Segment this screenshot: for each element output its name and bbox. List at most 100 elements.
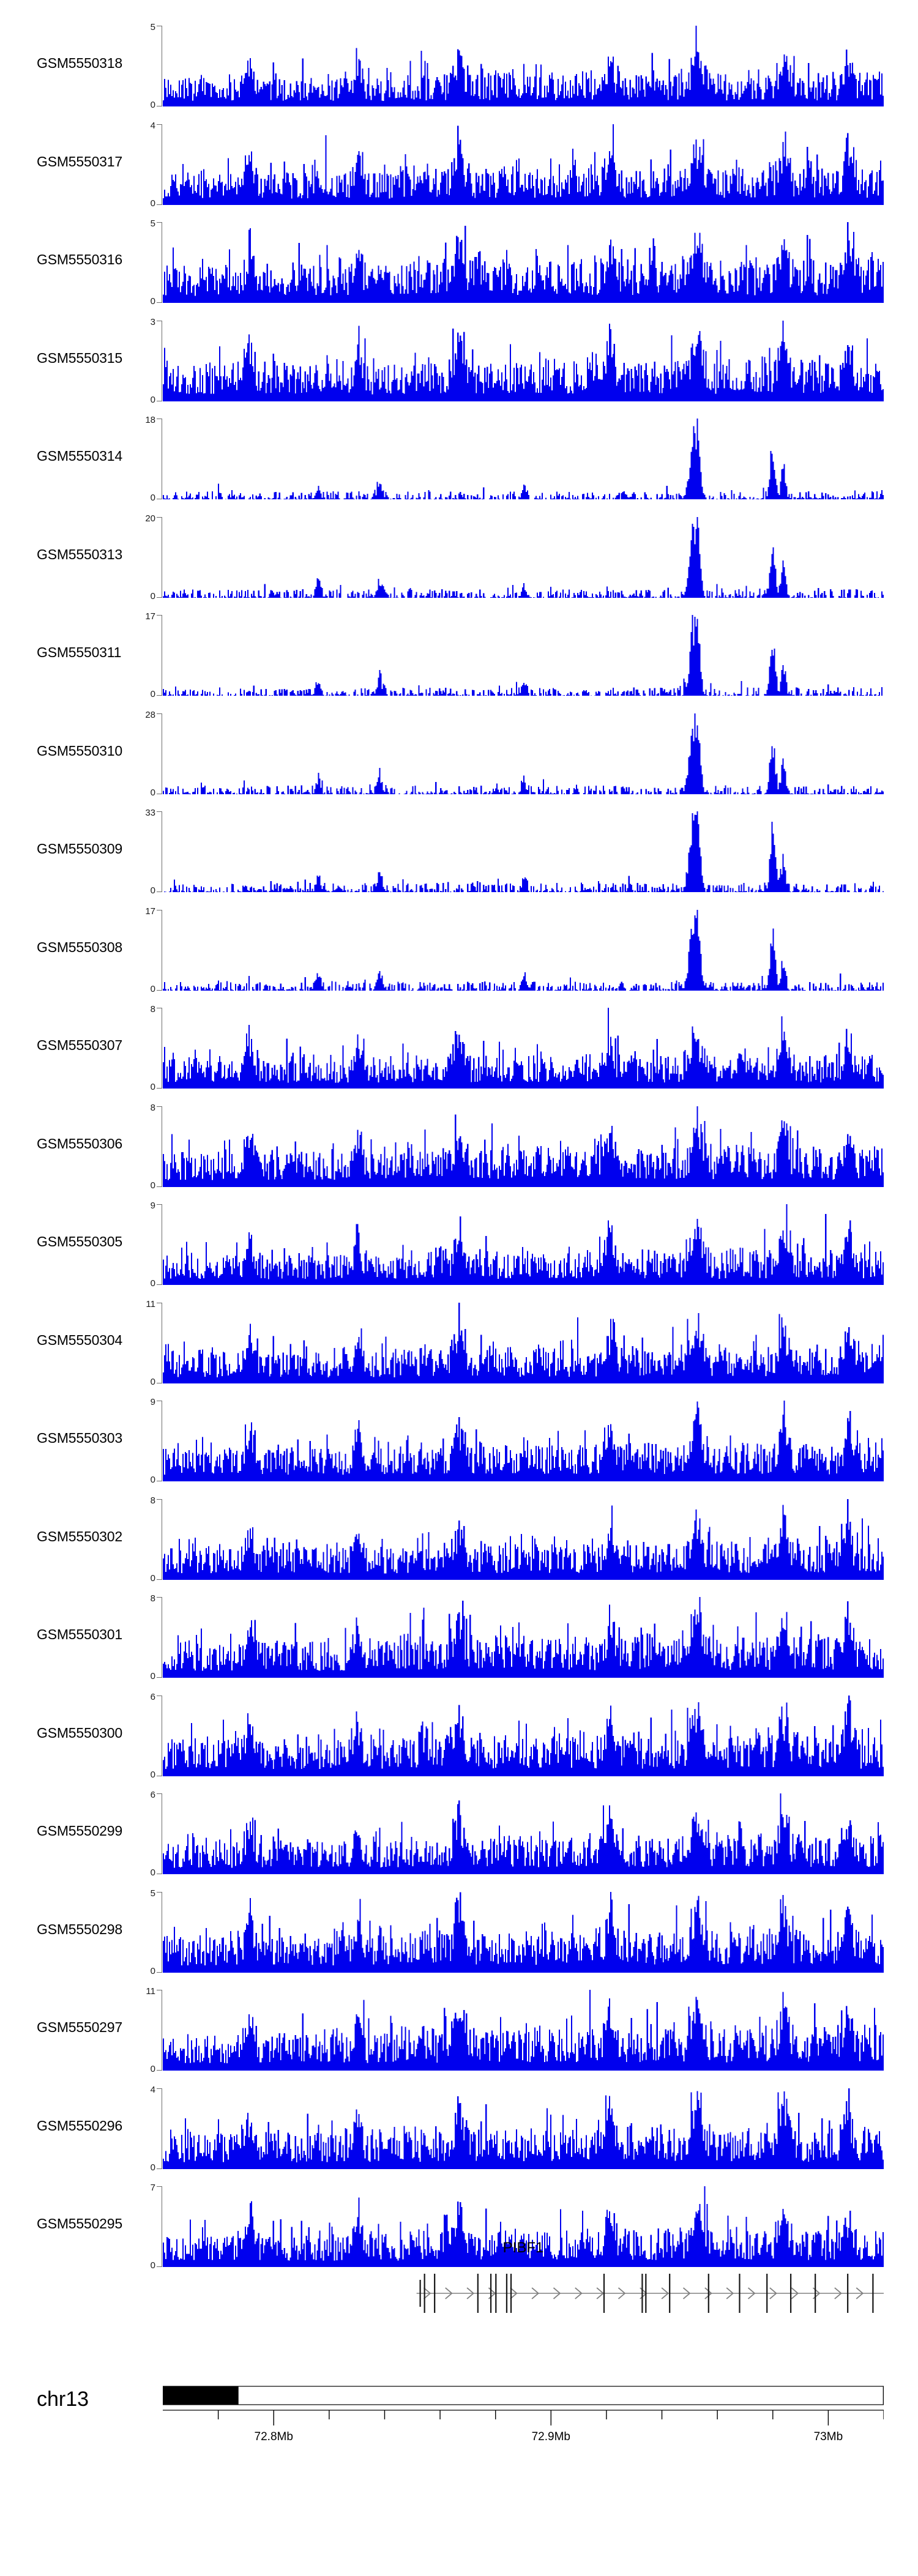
coverage-track-gsm5550317: GSM5550317 4 0 [0, 116, 918, 214]
coverage-plot-area [163, 1990, 884, 2071]
coverage-track-gsm5550315: GSM5550315 3 0 [0, 312, 918, 411]
y-axis-max-label: 11 [146, 1986, 155, 1997]
track-sample-label: GSM5550317 [37, 153, 122, 169]
track-sample-label: GSM5550299 [37, 1823, 122, 1839]
y-axis-min-label: 0 [150, 198, 155, 209]
y-axis-max-label: 5 [150, 218, 155, 229]
coverage-plot-area [163, 320, 884, 401]
coverage-track-gsm5550309: GSM5550309 33 0 [0, 803, 918, 901]
track-sample-label: GSM5550307 [37, 1037, 122, 1053]
y-axis-min-label: 0 [150, 1082, 155, 1092]
y-axis-min-label: 0 [150, 1180, 155, 1191]
gene-model-diagram [163, 2269, 884, 2318]
y-axis-min-label: 0 [150, 2260, 155, 2271]
y-axis-max-label: 8 [150, 1004, 155, 1014]
coverage-track-gsm5550310: GSM5550310 28 0 [0, 705, 918, 803]
track-sample-label: GSM5550301 [37, 1626, 122, 1642]
coverage-track-gsm5550303: GSM5550303 9 0 [0, 1392, 918, 1491]
y-axis-min-label: 0 [150, 296, 155, 307]
coverage-track-gsm5550307: GSM5550307 8 0 [0, 999, 918, 1098]
track-y-axis: 28 0 [145, 710, 162, 798]
track-y-axis: 18 0 [145, 415, 162, 503]
track-y-axis: 20 0 [145, 513, 162, 601]
coverage-track-gsm5550305: GSM5550305 9 0 [0, 1196, 918, 1294]
y-axis-min-label: 0 [150, 983, 155, 994]
track-sample-label: GSM5550298 [37, 1921, 122, 1937]
track-sample-label: GSM5550304 [37, 1331, 122, 1348]
coverage-plot-area [163, 1302, 884, 1383]
y-axis-max-label: 17 [145, 611, 155, 622]
track-sample-label: GSM5550305 [37, 1234, 122, 1249]
y-axis-min-label: 0 [150, 1376, 155, 1387]
y-axis-min-label: 0 [150, 590, 155, 601]
axis-tick-label: 73Mb [813, 2430, 843, 2443]
y-axis-max-label: 9 [150, 1201, 155, 1211]
y-axis-min-label: 0 [150, 787, 155, 798]
y-axis-min-label: 0 [150, 493, 155, 503]
y-axis-max-label: 33 [145, 808, 155, 818]
coverage-plot-area [163, 1597, 884, 1678]
coverage-track-gsm5550295: GSM5550295 7 0 [0, 2178, 918, 2276]
track-y-axis: 17 0 [145, 611, 162, 699]
axis-tick-label: 72.8Mb [254, 2430, 293, 2443]
y-axis-min-label: 0 [150, 1278, 155, 1289]
y-axis-min-label: 0 [150, 1769, 155, 1780]
track-y-axis: 11 0 [145, 1986, 162, 2074]
coverage-track-gsm5550318: GSM5550318 5 0 [0, 17, 918, 116]
y-axis-max-label: 4 [150, 120, 155, 131]
track-sample-label: GSM5550309 [37, 841, 122, 857]
y-axis-max-label: 18 [145, 415, 155, 425]
coverage-track-gsm5550313: GSM5550313 20 0 [0, 508, 918, 607]
track-sample-label: GSM5550310 [37, 742, 122, 759]
coverage-plot-area [163, 1695, 884, 1776]
coverage-track-gsm5550316: GSM5550316 5 0 [0, 214, 918, 312]
coverage-track-gsm5550308: GSM5550308 17 0 [0, 901, 918, 1000]
coverage-plot-area [163, 811, 884, 892]
track-sample-label: GSM5550308 [37, 939, 122, 955]
y-axis-max-label: 8 [150, 1495, 155, 1506]
y-axis-min-label: 0 [150, 2162, 155, 2173]
y-axis-max-label: 17 [145, 906, 155, 917]
track-y-axis: 11 0 [145, 1298, 162, 1387]
coverage-plot-area [163, 2088, 884, 2169]
coverage-track-gsm5550296: GSM5550296 4 0 [0, 2080, 918, 2178]
y-axis-min-label: 0 [150, 394, 155, 405]
coverage-track-gsm5550298: GSM5550298 5 0 [0, 1883, 918, 1982]
y-axis-min-label: 0 [150, 100, 155, 110]
y-axis-min-label: 0 [150, 689, 155, 699]
track-sample-label: GSM5550303 [37, 1430, 122, 1446]
coverage-plot-area [163, 1498, 884, 1580]
y-axis-max-label: 4 [150, 2084, 155, 2095]
y-axis-max-label: 7 [150, 2183, 155, 2193]
coverage-plot-area [163, 615, 884, 696]
coverage-track-gsm5550300: GSM5550300 6 0 [0, 1687, 918, 1785]
coverage-plot-area [163, 909, 884, 991]
track-sample-label: GSM5550315 [37, 349, 122, 366]
coverage-track-gsm5550299: GSM5550299 6 0 [0, 1785, 918, 1883]
track-sample-label: GSM5550295 [37, 2216, 122, 2232]
coverage-plot-area [163, 1891, 884, 1973]
coverage-track-gsm5550311: GSM5550311 17 0 [0, 606, 918, 705]
coverage-track-gsm5550302: GSM5550302 8 0 [0, 1491, 918, 1589]
y-axis-max-label: 20 [145, 513, 155, 524]
y-axis-min-label: 0 [150, 1965, 155, 1976]
y-axis-max-label: 11 [146, 1298, 155, 1309]
track-sample-label: GSM5550296 [37, 2117, 122, 2134]
track-sample-label: GSM5550316 [37, 251, 122, 267]
chromosome-ideogram-track: chr13 72.8Mb 72.9Mb 73Mb [0, 2374, 918, 2496]
coverage-plot-area [163, 26, 884, 106]
coverage-track-gsm5550314: GSM5550314 18 0 [0, 410, 918, 508]
